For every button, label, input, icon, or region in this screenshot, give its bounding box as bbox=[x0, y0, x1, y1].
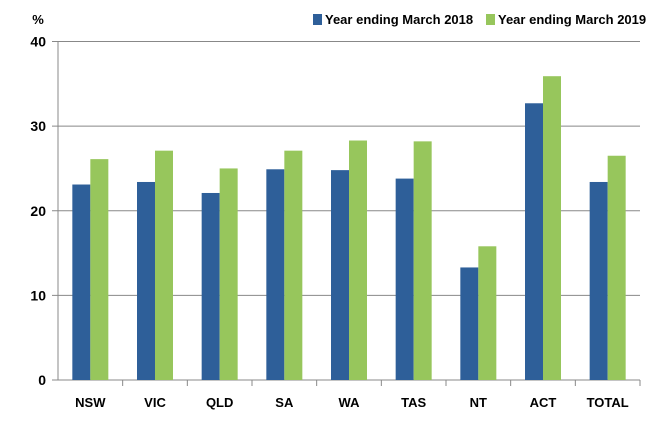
bar-sa-2018 bbox=[266, 169, 285, 380]
bar-total-2019 bbox=[607, 155, 626, 380]
bar-qld-2018 bbox=[201, 192, 220, 380]
x-tick-label: SA bbox=[275, 395, 294, 410]
bar-vic-2019 bbox=[155, 150, 173, 380]
bar-act-2019 bbox=[543, 76, 561, 380]
bar-act-2018 bbox=[525, 103, 543, 381]
legend-swatch-2018 bbox=[313, 14, 322, 25]
bar-nsw-2018 bbox=[72, 184, 91, 380]
y-tick-label: 30 bbox=[30, 118, 46, 134]
y-tick-label: 40 bbox=[30, 34, 46, 50]
x-tick-label: NT bbox=[470, 395, 487, 410]
y-axis-label: % bbox=[32, 12, 44, 27]
bar-nsw-2019 bbox=[90, 159, 109, 380]
bar-tas-2019 bbox=[413, 141, 432, 380]
legend-swatch-2019 bbox=[486, 14, 495, 25]
bar-wa-2018 bbox=[331, 170, 349, 380]
bar-vic-2018 bbox=[137, 181, 155, 380]
bar-tas-2018 bbox=[395, 178, 414, 380]
y-tick-label: 20 bbox=[30, 203, 46, 219]
x-tick-label: TOTAL bbox=[587, 395, 629, 410]
bar-qld-2019 bbox=[219, 168, 238, 380]
y-tick-label: 0 bbox=[38, 372, 46, 388]
bar-nt-2018 bbox=[460, 267, 479, 380]
x-tick-label: ACT bbox=[530, 395, 557, 410]
bar-wa-2019 bbox=[349, 140, 367, 380]
bar-nt-2019 bbox=[478, 246, 497, 380]
x-tick-label: NSW bbox=[75, 395, 106, 410]
legend-label-2019: Year ending March 2019 bbox=[498, 12, 646, 27]
x-tick-label: VIC bbox=[144, 395, 166, 410]
legend-label-2018: Year ending March 2018 bbox=[325, 12, 473, 27]
bar-total-2018 bbox=[589, 181, 608, 380]
legend: Year ending March 2018 Year ending March… bbox=[313, 12, 646, 27]
y-tick-label: 10 bbox=[30, 287, 46, 303]
x-tick-label: QLD bbox=[206, 395, 233, 410]
x-tick-label: TAS bbox=[401, 395, 426, 410]
x-tick-label: WA bbox=[339, 395, 361, 410]
bar-sa-2019 bbox=[284, 150, 303, 380]
